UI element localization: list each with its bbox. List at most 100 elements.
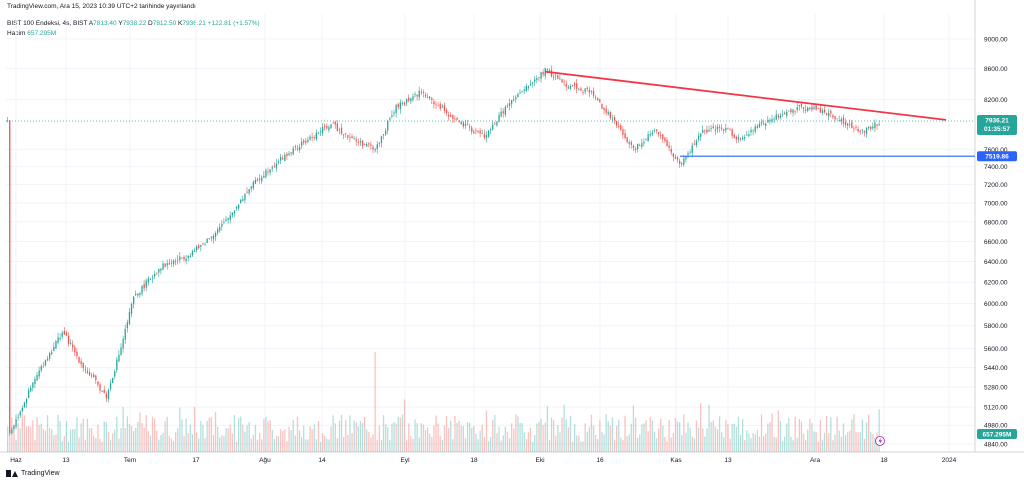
candle-body: [460, 121, 462, 124]
volume-bar: [385, 424, 387, 452]
candle-body: [414, 94, 416, 95]
candle-body: [450, 115, 452, 117]
volume-bar: [626, 436, 628, 452]
volume-bar: [254, 424, 257, 452]
candle-body: [51, 352, 53, 355]
candle-body: [166, 263, 168, 266]
candle-body: [563, 81, 565, 83]
volume-bar: [662, 425, 664, 452]
volume-bar: [235, 441, 238, 452]
volume-bar: [666, 441, 668, 452]
volume-bar: [143, 427, 145, 452]
volume-bar: [511, 423, 513, 452]
volume-bar: [72, 429, 74, 452]
volume-bar: [307, 439, 309, 452]
candle-body: [395, 105, 397, 114]
volume-bar: [118, 438, 120, 452]
volume-bar: [267, 421, 269, 452]
volume-bar: [863, 438, 866, 452]
volume-bar: [51, 429, 53, 452]
volume-bar: [687, 422, 689, 452]
volume-bar: [521, 422, 523, 452]
volume-bar: [406, 440, 408, 452]
candle-body: [288, 153, 290, 156]
candle-body: [452, 115, 454, 119]
candle-body: [838, 120, 840, 121]
candle-body: [427, 97, 429, 98]
candle-body: [868, 127, 870, 129]
volume-bar: [160, 434, 162, 452]
volume-bar: [76, 416, 78, 452]
volume-bar: [112, 433, 114, 452]
x-tick-label: Eki: [535, 457, 544, 464]
volume-bar: [347, 435, 349, 452]
candle-body: [769, 120, 771, 122]
candle-body: [244, 193, 246, 201]
volume-bar: [9, 429, 11, 452]
candle-body: [519, 92, 521, 94]
volume-bar: [319, 441, 322, 452]
volume-bar: [777, 410, 779, 452]
candle-body: [773, 118, 775, 120]
candle-body: [273, 165, 275, 167]
candle-body: [821, 110, 824, 113]
candle-body: [76, 351, 78, 357]
volume-bar: [752, 433, 754, 452]
candle-body: [53, 346, 55, 352]
volume-bar: [298, 430, 301, 452]
y-tick-label: 7000.00: [984, 200, 1008, 207]
volume-bar: [277, 436, 280, 452]
candle-body: [38, 370, 40, 377]
volume-bar: [265, 417, 267, 452]
volume-bar: [101, 441, 103, 452]
volume-bar: [515, 414, 517, 452]
close-value: 7936.21: [182, 20, 206, 27]
volume-bar: [154, 418, 156, 452]
volume-bar: [324, 435, 326, 452]
candle-body: [328, 127, 330, 131]
volume-bar: [343, 437, 345, 452]
candle-body: [221, 224, 223, 227]
volume-bar: [513, 428, 515, 452]
volume-bar: [828, 433, 830, 452]
volume-bar: [557, 424, 559, 452]
x-tick-label: 18: [470, 457, 478, 464]
candle-body: [322, 127, 324, 134]
y-tick-label: 6400.00: [984, 259, 1008, 266]
volume-bar: [338, 420, 341, 452]
volume-bar: [250, 438, 252, 452]
candle-body: [235, 206, 238, 209]
candle-body: [471, 127, 473, 132]
candle-body: [660, 135, 662, 136]
symbol-name: BIST 100 Endeksi, 4s, BIST: [7, 20, 88, 27]
candle-body: [429, 96, 431, 99]
volume-bar: [40, 423, 42, 452]
volume-bar: [817, 441, 819, 452]
y-tick-label: 5600.00: [984, 346, 1008, 353]
candle-body: [624, 133, 626, 139]
y-tick-label: 8200.00: [984, 97, 1008, 104]
volume-bar: [584, 423, 586, 452]
volume-bar: [408, 423, 410, 452]
candle-body: [718, 126, 721, 128]
candle-body: [133, 296, 135, 305]
volume-bar: [202, 424, 204, 452]
volume-bar: [567, 427, 569, 452]
volume-bar: [760, 414, 763, 452]
candle-body: [338, 129, 341, 131]
volume-bar: [38, 425, 40, 452]
volume-bar: [668, 420, 670, 452]
volume-bar: [731, 423, 733, 452]
volume-bar: [733, 423, 735, 452]
y-tick-label: 7600.00: [984, 147, 1008, 154]
volume-bar: [259, 432, 261, 452]
candle-body: [59, 337, 61, 340]
candle-body: [595, 96, 597, 98]
candle-body: [725, 127, 727, 131]
candle-body: [784, 112, 786, 115]
volume-bar: [185, 418, 187, 452]
volume-bar: [168, 435, 170, 452]
candle-body: [275, 163, 278, 169]
candle-body: [508, 103, 511, 107]
